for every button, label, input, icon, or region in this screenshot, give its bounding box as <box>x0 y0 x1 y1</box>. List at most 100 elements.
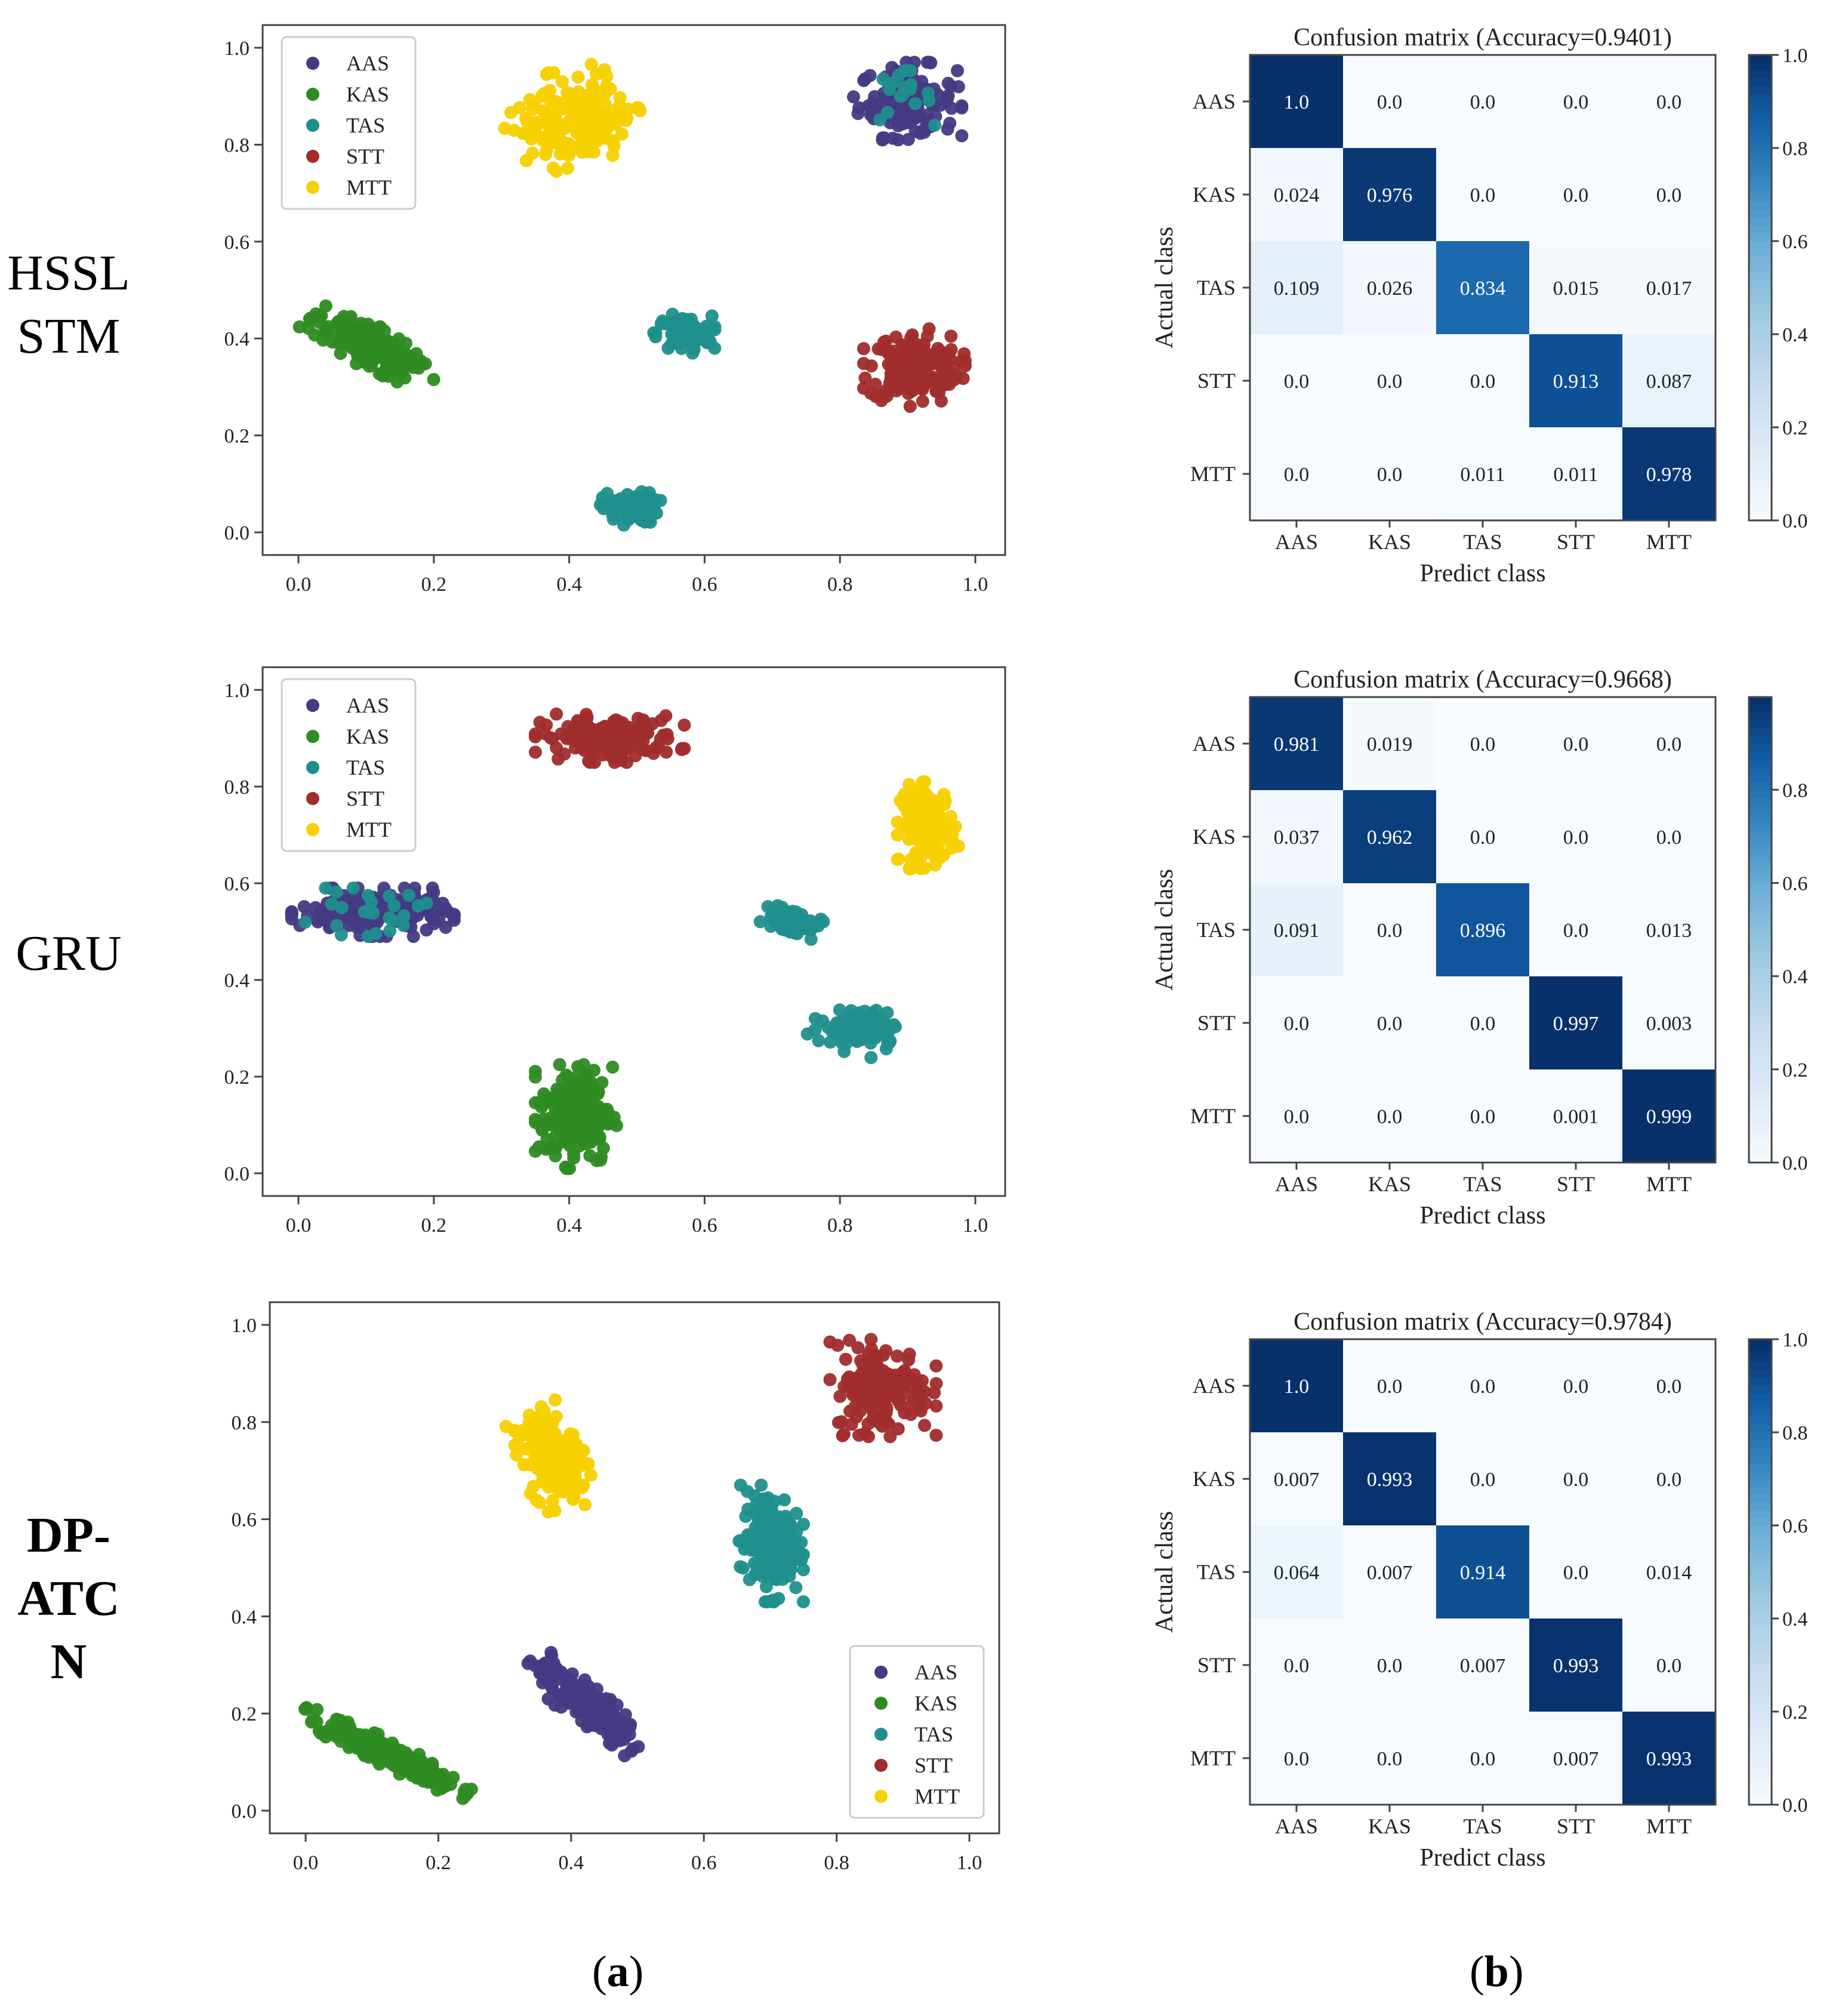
cm-cell-value: 0.0 <box>1284 1655 1310 1677</box>
scatter-point-tas <box>361 889 375 902</box>
scatter-point-mtt <box>504 106 518 119</box>
scatter-point-stt <box>959 354 972 368</box>
scatter-point-tas <box>397 918 410 932</box>
cm-cell <box>1250 1712 1343 1805</box>
colorbar-tick-label: 0.8 <box>1782 1422 1808 1444</box>
colorbar-segment <box>1749 922 1772 930</box>
cm-y-tick-label: MTT <box>1190 462 1236 486</box>
colorbar-segment <box>1749 1712 1772 1720</box>
x-tick-label: 0.4 <box>556 574 582 596</box>
cm-cell <box>1250 427 1343 520</box>
scatter-point-stt <box>874 394 888 408</box>
cm-cell-value: 0.037 <box>1274 827 1320 849</box>
scatter-point-kas <box>372 367 386 381</box>
colorbar-segment <box>1749 883 1772 892</box>
colorbar-tick-label: 0.2 <box>1782 1701 1808 1724</box>
cm-cell-value: 0.0 <box>1656 91 1682 113</box>
cm-cell <box>1343 241 1436 334</box>
scatter-point-kas <box>410 1769 424 1783</box>
scatter-point-kas <box>553 1058 566 1071</box>
scatter-point-stt <box>929 1429 943 1442</box>
scatter-point-aas <box>955 129 969 143</box>
scatter-point-kas <box>310 1703 324 1716</box>
scatter-point-tas <box>763 1567 777 1581</box>
colorbar-segment <box>1749 1347 1772 1355</box>
cm-cell <box>1250 976 1343 1069</box>
colorbar-segment <box>1749 1015 1772 1024</box>
colorbar-segment <box>1749 1355 1772 1363</box>
scatter-point-stt <box>552 752 565 766</box>
cm-cell <box>1343 334 1436 427</box>
cm-cell <box>1250 1619 1343 1712</box>
scatter-point-tas <box>831 1027 845 1040</box>
scatter-point-tas <box>778 1493 791 1507</box>
colorbar-segment <box>1749 1681 1772 1689</box>
scatter-point-kas <box>560 1135 574 1149</box>
colorbar-segment <box>1749 451 1772 459</box>
panel-label-a: (a) <box>592 1947 644 1996</box>
scatter-point-mtt <box>906 861 920 874</box>
scatter-point-tas <box>833 1003 846 1017</box>
colorbar-segment <box>1749 1564 1772 1573</box>
colorbar-segment <box>1749 813 1772 822</box>
scatter-point-mtt <box>532 1413 546 1427</box>
scatter-point-kas <box>549 1142 562 1155</box>
scatter-point-mtt <box>891 828 904 842</box>
colorbar-segment <box>1749 744 1772 752</box>
y-tick-label: 1.0 <box>232 1315 257 1337</box>
scatter-point-kas <box>368 1729 382 1743</box>
colorbar-segment <box>1749 443 1772 451</box>
scatter-point-stt <box>854 1354 867 1368</box>
scatter-point-tas <box>768 1529 781 1542</box>
scatter-point-kas <box>434 1772 448 1785</box>
scatter-point-tas <box>908 97 922 110</box>
scatter-point-kas <box>313 316 327 329</box>
scatter-point-stt <box>929 1377 943 1391</box>
scatter-point-stt <box>903 1348 916 1361</box>
cm-y-tick-label: STT <box>1197 369 1236 393</box>
scatter-point-aas <box>555 1700 568 1714</box>
cm-cell <box>1529 1712 1622 1805</box>
scatter-point-stt <box>858 371 872 385</box>
scatter-point-mtt <box>620 112 634 125</box>
cm-y-tick-label: AAS <box>1193 1374 1236 1398</box>
scatter-point-aas <box>891 100 904 114</box>
scatter-point-mtt <box>930 847 944 860</box>
scatter-point-mtt <box>546 1451 560 1465</box>
scatter-point-stt <box>675 743 688 756</box>
scatter-point-stt <box>861 1368 875 1382</box>
colorbar-segment <box>1749 1362 1772 1371</box>
scatter-point-stt <box>864 1333 878 1346</box>
scatter-point-mtt <box>897 796 911 809</box>
colorbar-segment <box>1749 1789 1772 1798</box>
colorbar-frame <box>1748 696 1773 1164</box>
colorbar-tick-label: 0.0 <box>1782 1152 1808 1174</box>
colorbar-segment <box>1749 1471 1772 1479</box>
colorbar-segment <box>1749 226 1772 234</box>
scatter-point-kas <box>581 1093 595 1107</box>
colorbar-frame <box>1748 54 1773 522</box>
scatter-point-stt <box>898 1377 911 1391</box>
scatter-point-mtt <box>918 788 931 801</box>
y-tick-label: 0.8 <box>232 1412 257 1434</box>
cm-ylabel: Actual class <box>1151 227 1178 349</box>
y-tick-label: 0.0 <box>224 1163 250 1185</box>
legend-marker-kas <box>306 88 319 101</box>
cm-cell <box>1529 148 1622 241</box>
cm-title: Confusion matrix (Accuracy=0.9401) <box>1293 24 1672 51</box>
scatter-point-mtt <box>569 1438 583 1452</box>
colorbar-segment <box>1749 1502 1772 1510</box>
scatter-point-aas <box>941 92 954 106</box>
colorbar-segment <box>1749 295 1772 304</box>
legend-label: TAS <box>346 113 385 137</box>
colorbar-segment <box>1749 1100 1772 1109</box>
scatter-point-stt <box>880 1415 894 1429</box>
colorbar-segment <box>1749 435 1772 443</box>
scatter-plot-1: 0.0 0.2 0.4 0.6 0.8 1.0 0.0 0.2 0.4 0.6 0.8 1.0 AAS K… <box>224 666 1006 1237</box>
scatter-point-mtt <box>929 835 943 849</box>
colorbar-segment <box>1749 775 1772 783</box>
scatter-point-tas <box>743 1573 756 1586</box>
colorbar-tick-label: 0.4 <box>1782 966 1808 988</box>
scatter-point-aas <box>891 133 905 147</box>
cm-cell <box>1250 55 1343 148</box>
